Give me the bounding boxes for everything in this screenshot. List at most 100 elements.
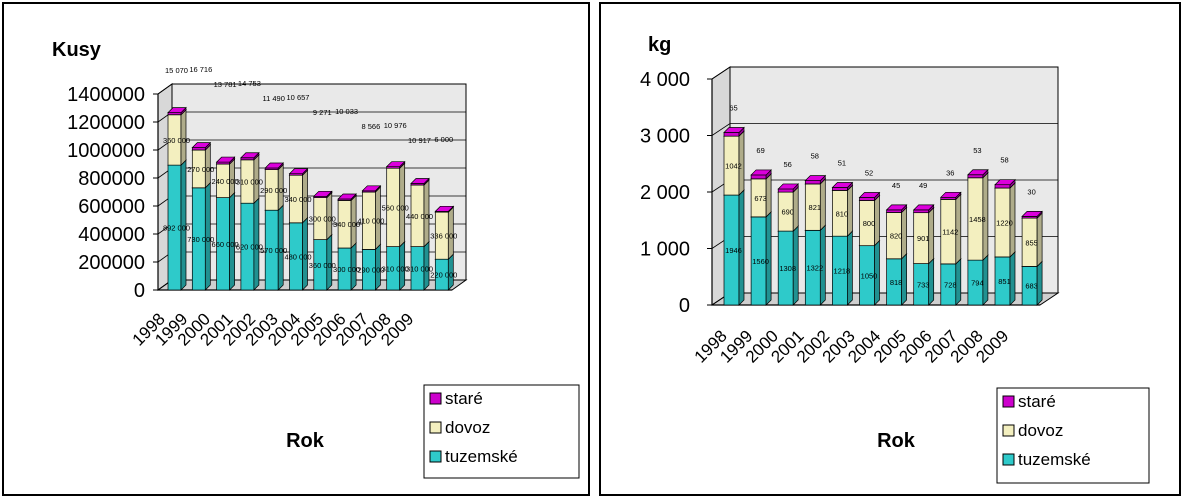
y-tick-label: 1000000: [67, 140, 145, 162]
bar-front: [994, 184, 1011, 189]
chart-1: 1400000 1200000 1000000 800000 600000 400000 2…: [2, 2, 590, 496]
bar-front: [804, 180, 821, 185]
data-label-stare: 10 033: [335, 107, 358, 116]
bar-top: [385, 161, 406, 168]
bar-top: [434, 205, 455, 212]
data-label-stare: 45: [892, 181, 900, 190]
data-label-stare: 52: [865, 169, 873, 178]
data-label-dovoz: 901: [917, 234, 930, 243]
bar-top: [410, 178, 430, 184]
bar-segment: [750, 169, 772, 180]
data-label-tuzemske: 730 000: [187, 235, 214, 244]
data-label-dovoz: 336 000: [430, 232, 457, 241]
legend-label: dovoz: [445, 418, 490, 437]
bar-front: [777, 188, 794, 193]
bar-segment: [385, 160, 406, 170]
bar-segment: [191, 181, 212, 291]
bar-front: [859, 197, 875, 201]
legend-swatch: [1002, 453, 1015, 466]
bar-segment: [264, 162, 285, 171]
data-label-tuzemske: 892 000: [163, 224, 190, 233]
bar-segment: [885, 204, 908, 214]
data-label-dovoz: 690: [781, 208, 794, 217]
bar-top: [191, 142, 212, 149]
bar-top: [240, 152, 260, 159]
legend-swatch: [429, 450, 442, 463]
data-label-dovoz: 560 000: [382, 203, 409, 212]
data-label-tuzemske: 660 000: [212, 240, 239, 249]
data-label-stare: 10 976: [384, 121, 407, 130]
y-tick-label: 4 000: [640, 69, 690, 91]
data-label-stare: 10 917: [408, 136, 431, 145]
bar-segment: [434, 205, 455, 214]
x-axis-label: Rok: [286, 430, 325, 452]
data-label-tuzemske: 728: [944, 280, 957, 289]
data-label-dovoz: 300 000: [309, 215, 336, 224]
y-tick-label: 3 000: [640, 126, 690, 148]
bar-top: [264, 162, 285, 169]
bar-front: [913, 209, 930, 214]
data-label-dovoz: 340 000: [284, 195, 311, 204]
data-label-tuzemske: 480 000: [284, 252, 311, 261]
data-label-dovoz: 340 000: [333, 220, 360, 229]
bar-front: [832, 187, 848, 191]
bar-top: [885, 204, 908, 211]
bar-top: [912, 204, 935, 211]
data-label-stare: 51: [838, 159, 846, 168]
y-tick-label: 0: [134, 280, 145, 302]
bar-segment: [240, 197, 260, 291]
data-label-stare: 58: [811, 152, 819, 161]
legend-box: [423, 384, 580, 479]
data-label-tuzemske: 300 000: [333, 265, 360, 274]
bar-segment: [1021, 210, 1043, 219]
data-label-dovoz: 290 000: [260, 186, 287, 195]
legend-swatch: [429, 392, 442, 405]
data-label-tuzemske: 310 000: [382, 264, 409, 273]
y-tick-label: 600000: [78, 196, 145, 218]
y-tick-label: 1200000: [67, 112, 145, 134]
bar-segment: [312, 233, 333, 291]
bar-top: [858, 192, 881, 198]
bar-top: [167, 107, 187, 113]
bar-front: [967, 174, 984, 179]
legend: staré dovoz tuzemské: [423, 384, 580, 479]
data-label-stare: 65: [729, 104, 737, 113]
gridline: [711, 66, 1058, 80]
bar-segment: [777, 183, 800, 193]
data-label-dovoz: 410 000: [357, 217, 384, 226]
bar-top: [1021, 211, 1043, 217]
bar-top: [723, 127, 745, 133]
bar-segment: [215, 191, 236, 291]
data-label-stare: 58: [1000, 156, 1008, 165]
data-label-dovoz: 673: [754, 194, 767, 203]
bar-segment: [723, 126, 745, 138]
legend-box: [996, 387, 1150, 484]
data-label-stare: 13 781: [214, 80, 237, 89]
data-label-stare: 14 753: [238, 79, 261, 88]
data-label-dovoz: 1458: [969, 215, 986, 224]
bar-segment: [912, 204, 935, 214]
data-label-tuzemske: 794: [971, 279, 984, 288]
data-label-stare: 9 271: [313, 108, 332, 117]
legend-label: tuzemské: [1018, 450, 1091, 469]
data-label-stare: 36: [946, 168, 954, 177]
y-tick-label: 1 000: [640, 239, 690, 261]
bar-top: [337, 193, 357, 200]
data-label-stare: 10 657: [287, 93, 310, 102]
data-label-tuzemske: 1946: [725, 246, 742, 255]
data-label-tuzemske: 1322: [806, 264, 823, 273]
data-label-dovoz: 440 000: [406, 212, 433, 221]
bar-segment: [967, 171, 989, 261]
bar-segment: [312, 190, 333, 199]
bar-segment: [410, 177, 430, 186]
data-label-dovoz: 810: [836, 209, 849, 218]
gridline: [157, 83, 466, 95]
bar-front: [191, 147, 206, 151]
data-label-tuzemske: 1308: [779, 264, 796, 273]
chart-title: kg: [648, 34, 671, 56]
data-label-tuzemske: 818: [890, 278, 903, 287]
x-axis-label: Rok: [877, 430, 916, 452]
data-label-stare: 53: [973, 146, 981, 155]
